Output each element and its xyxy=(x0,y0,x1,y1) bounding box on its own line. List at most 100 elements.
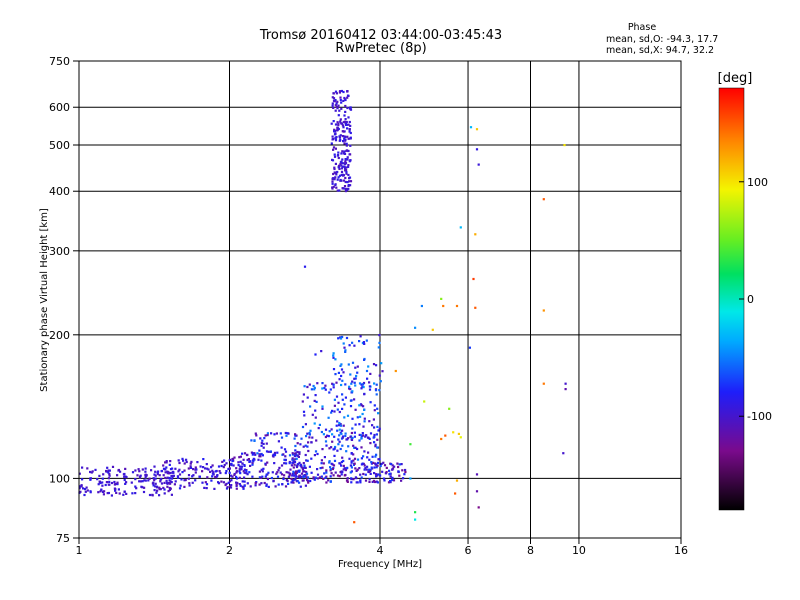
data-point xyxy=(107,491,110,495)
data-point xyxy=(337,151,340,154)
data-point xyxy=(204,467,207,470)
data-point xyxy=(378,458,381,461)
data-point xyxy=(145,474,148,477)
x-tick-label: 10 xyxy=(572,544,586,557)
data-point xyxy=(378,427,381,430)
data-point xyxy=(348,130,351,133)
data-point xyxy=(108,472,111,476)
data-point xyxy=(114,489,117,492)
data-point xyxy=(292,481,295,484)
data-point xyxy=(342,126,345,129)
data-point xyxy=(334,109,337,112)
data-point xyxy=(340,167,343,170)
data-point xyxy=(352,444,355,447)
data-point xyxy=(258,455,261,458)
data-point xyxy=(178,468,181,471)
data-point xyxy=(331,102,334,105)
data-point xyxy=(183,479,186,482)
data-point xyxy=(168,488,171,491)
data-point xyxy=(340,363,343,366)
data-point xyxy=(360,387,363,390)
data-point xyxy=(363,468,366,471)
data-point xyxy=(332,172,335,176)
data-point xyxy=(303,385,306,388)
data-point xyxy=(314,394,317,397)
data-point xyxy=(294,452,297,455)
data-point xyxy=(403,473,406,476)
data-point xyxy=(359,473,362,476)
data-point xyxy=(306,459,309,462)
data-point xyxy=(298,452,301,456)
data-point xyxy=(367,470,370,473)
data-point xyxy=(343,416,346,419)
data-point xyxy=(358,382,362,385)
data-point xyxy=(291,453,295,456)
data-point xyxy=(344,469,347,472)
data-point xyxy=(277,469,280,472)
data-point xyxy=(295,457,298,460)
data-point xyxy=(345,336,349,340)
data-point xyxy=(283,462,286,465)
data-point xyxy=(309,405,312,408)
data-point xyxy=(277,440,280,443)
data-point xyxy=(273,462,276,465)
data-point xyxy=(361,385,364,388)
data-point xyxy=(298,481,301,484)
data-point xyxy=(114,488,117,491)
data-point xyxy=(97,491,100,494)
data-point xyxy=(362,425,365,428)
data-point xyxy=(189,465,192,468)
data-point xyxy=(94,468,97,471)
data-point xyxy=(243,480,246,483)
data-point xyxy=(103,490,106,493)
data-point xyxy=(354,384,357,387)
data-point xyxy=(431,328,434,331)
data-point xyxy=(342,187,345,190)
data-point xyxy=(414,518,417,521)
data-point xyxy=(339,447,342,451)
data-point xyxy=(355,469,358,472)
data-point xyxy=(305,435,308,438)
data-point xyxy=(284,450,288,453)
data-point xyxy=(138,480,141,483)
data-point xyxy=(225,470,228,473)
data-point xyxy=(345,188,348,191)
data-point xyxy=(150,469,153,472)
data-point xyxy=(354,408,357,411)
data-point xyxy=(324,440,328,443)
data-point xyxy=(191,475,194,478)
data-point xyxy=(242,487,245,490)
colorbar-label: [deg] xyxy=(718,71,753,86)
data-point xyxy=(313,399,316,402)
data-point xyxy=(333,459,337,462)
data-point xyxy=(134,469,137,472)
data-point xyxy=(363,464,366,467)
data-point xyxy=(337,337,340,340)
x-tick-label: 6 xyxy=(465,544,472,557)
data-point xyxy=(344,161,348,165)
data-point xyxy=(293,472,296,475)
data-point xyxy=(354,467,357,470)
data-point xyxy=(312,384,315,388)
data-point xyxy=(342,468,345,471)
data-point xyxy=(134,485,137,488)
data-point xyxy=(332,106,335,109)
data-point xyxy=(181,457,184,460)
data-point xyxy=(325,469,328,472)
data-point xyxy=(362,455,365,458)
data-point xyxy=(302,445,305,448)
data-point xyxy=(328,461,331,464)
data-point xyxy=(332,464,336,467)
data-point xyxy=(311,436,314,439)
data-point xyxy=(333,447,336,450)
data-point xyxy=(212,471,215,474)
data-point xyxy=(349,464,352,467)
data-point xyxy=(107,477,110,480)
data-point xyxy=(345,166,348,169)
data-point xyxy=(144,479,147,482)
data-point xyxy=(160,482,164,485)
data-point xyxy=(306,385,309,389)
data-point xyxy=(306,478,309,481)
data-point xyxy=(338,167,341,170)
data-point xyxy=(273,433,276,436)
